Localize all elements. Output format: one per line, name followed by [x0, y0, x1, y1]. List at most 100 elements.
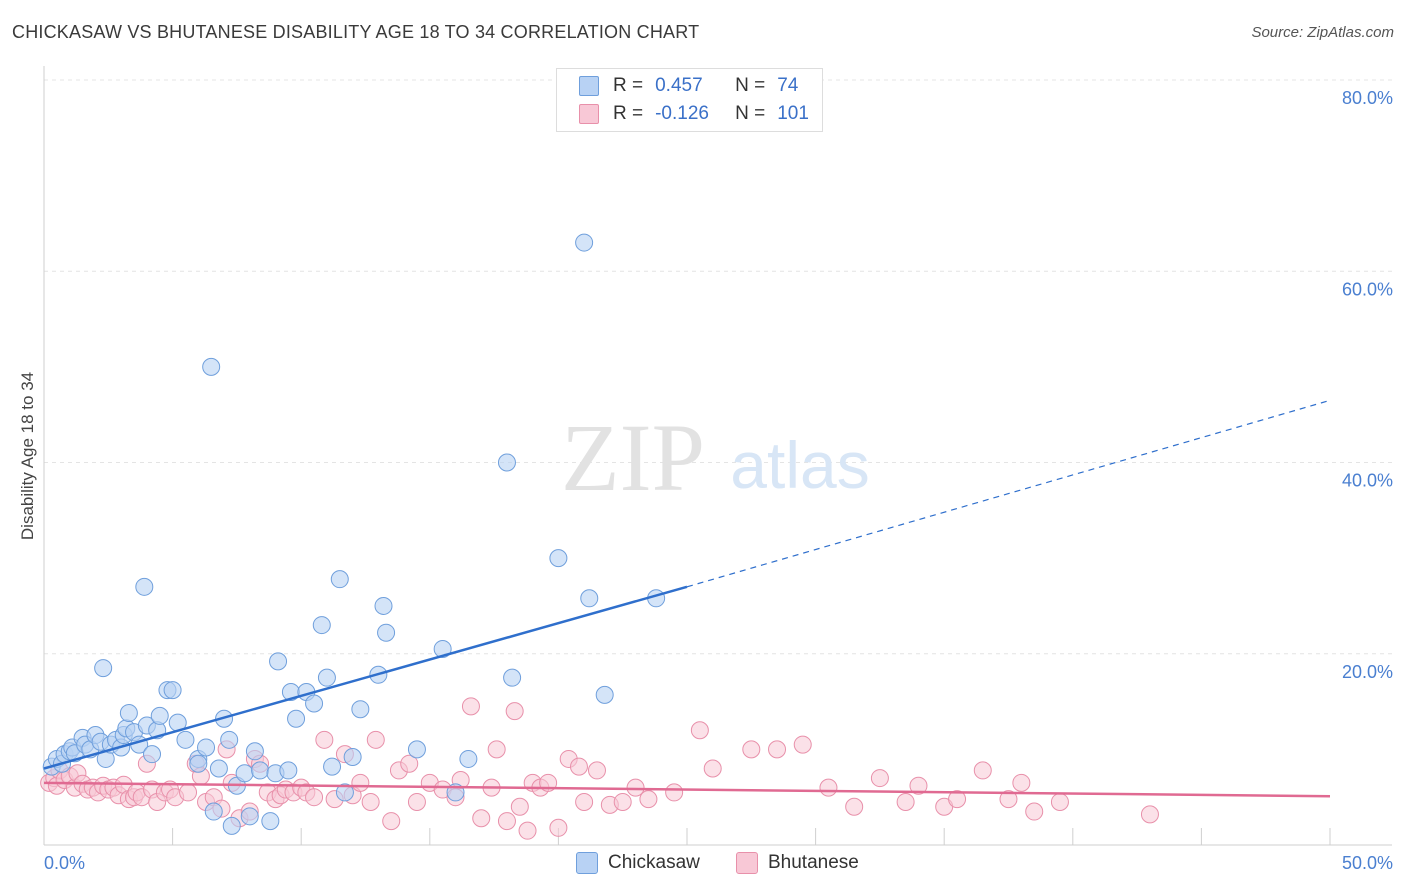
bhutanese-point: [549, 818, 568, 837]
bhutanese-point: [793, 735, 812, 754]
bhutanese-point: [487, 740, 506, 759]
x-tick-label: 50.0%: [1342, 853, 1393, 873]
bhutanese-legend-swatch: [736, 852, 758, 874]
chickasaw-point: [374, 596, 393, 615]
chickasaw-point: [433, 639, 452, 658]
legend-row-chickasaw: R = 0.457 N = 74: [579, 73, 798, 99]
bhutanese-point: [613, 792, 632, 811]
bottom-legend-chickasaw: Chickasaw: [576, 852, 700, 874]
chickasaw-point: [176, 730, 195, 749]
bhutanese-point: [1012, 773, 1031, 792]
bhutanese-point: [505, 702, 524, 721]
bhutanese-swatch: [579, 104, 599, 124]
legend-r-label: R =: [613, 103, 644, 124]
bhutanese-point: [870, 769, 889, 788]
y-tick-label: 60.0%: [1342, 279, 1393, 299]
bhutanese-point: [1050, 792, 1069, 811]
bhutanese-point: [497, 812, 516, 831]
bhutanese-point: [461, 697, 480, 716]
bhutanese-point: [896, 792, 915, 811]
source-label: Source: ZipAtlas.com: [1251, 24, 1394, 41]
chickasaw-point: [330, 570, 349, 589]
bhutanese-point: [575, 792, 594, 811]
chickasaw-point: [119, 704, 138, 723]
chickasaw-point: [222, 816, 241, 835]
chickasaw-point: [343, 748, 362, 767]
bhutanese-point: [703, 759, 722, 778]
legend-r-label: R =: [613, 75, 644, 96]
chickasaw-point: [235, 764, 254, 783]
bhutanese-point: [305, 788, 324, 807]
chickasaw-point: [202, 357, 221, 376]
legend-row-bhutanese: R = -0.126 N = 101: [579, 101, 809, 127]
legend-n-value: 74: [777, 75, 799, 96]
bhutanese-point: [973, 761, 992, 780]
bhutanese-point: [639, 790, 658, 809]
bhutanese-point: [518, 821, 537, 840]
chickasaw-points: [42, 233, 666, 835]
chickasaw-swatch: [579, 76, 599, 96]
chickasaw-point: [595, 685, 614, 704]
y-tick-label: 20.0%: [1342, 662, 1393, 682]
legend-n-label: N =: [735, 103, 766, 124]
bhutanese-point: [819, 778, 838, 797]
bhutanese-point: [510, 797, 529, 816]
chickasaw-point: [549, 549, 568, 568]
chickasaw-point: [197, 738, 216, 757]
bhutanese-point: [845, 797, 864, 816]
chickasaw-point: [163, 681, 182, 700]
chickasaw-point: [503, 668, 522, 687]
correlation-legend: R = 0.457 N = 74 R = -0.126 N = 101: [556, 68, 823, 132]
chickasaw-point: [351, 700, 370, 719]
chickasaw-point: [407, 740, 426, 759]
bhutanese-point: [315, 730, 334, 749]
y-tick-label: 80.0%: [1342, 88, 1393, 108]
tick-labels: 20.0% 40.0% 60.0% 80.0% 0.0% 50.0%: [44, 88, 1393, 873]
y-tick-label: 40.0%: [1342, 471, 1393, 491]
bhutanese-point: [665, 783, 684, 802]
chickasaw-point: [287, 709, 306, 728]
legend-r-value: 0.457: [655, 75, 703, 96]
chart-title: CHICKASAW VS BHUTANESE DISABILITY AGE 18…: [12, 22, 700, 42]
chickasaw-point: [497, 453, 516, 472]
chickasaw-point: [251, 761, 270, 780]
chickasaw-point: [261, 812, 280, 831]
bhutanese-point: [999, 790, 1018, 809]
bhutanese-point: [768, 740, 787, 759]
bottom-legend-bhutanese: Bhutanese: [736, 852, 859, 874]
watermark-atlas: atlas: [730, 428, 869, 502]
chickasaw-point: [459, 749, 478, 768]
chickasaw-point: [312, 616, 331, 635]
chickasaw-point: [150, 706, 169, 725]
bhutanese-point: [626, 778, 645, 797]
chickasaw-point: [323, 757, 342, 776]
legend-r-value: -0.126: [655, 103, 709, 124]
bhutanese-point: [179, 783, 198, 802]
bhutanese-legend-label: Bhutanese: [768, 852, 859, 873]
bhutanese-point: [382, 812, 401, 831]
chickasaw-point: [580, 589, 599, 608]
bhutanese-point: [366, 730, 385, 749]
bhutanese-point: [948, 790, 967, 809]
chickasaw-legend-label: Chickasaw: [608, 852, 700, 873]
chickasaw-point: [245, 742, 264, 761]
chickasaw-point: [204, 802, 223, 821]
watermark: ZIP atlas: [561, 404, 870, 511]
chickasaw-point: [335, 783, 354, 802]
grid-lines: [44, 79, 1392, 655]
bhutanese-point: [400, 754, 419, 773]
chickasaw-point: [189, 754, 208, 773]
chickasaw-point: [240, 807, 259, 826]
bhutanese-point: [361, 792, 380, 811]
chickasaw-trend-line: [43, 585, 688, 770]
chickasaw-point: [575, 233, 594, 252]
chickasaw-trend-extension: [686, 399, 1331, 588]
chickasaw-point: [279, 761, 298, 780]
trend-lines: [43, 399, 1331, 798]
chickasaw-point: [269, 652, 288, 671]
chickasaw-point: [135, 577, 154, 596]
chickasaw-point: [209, 759, 228, 778]
x-tick-label: 0.0%: [44, 853, 85, 873]
bhutanese-trend-line: [43, 781, 1331, 798]
